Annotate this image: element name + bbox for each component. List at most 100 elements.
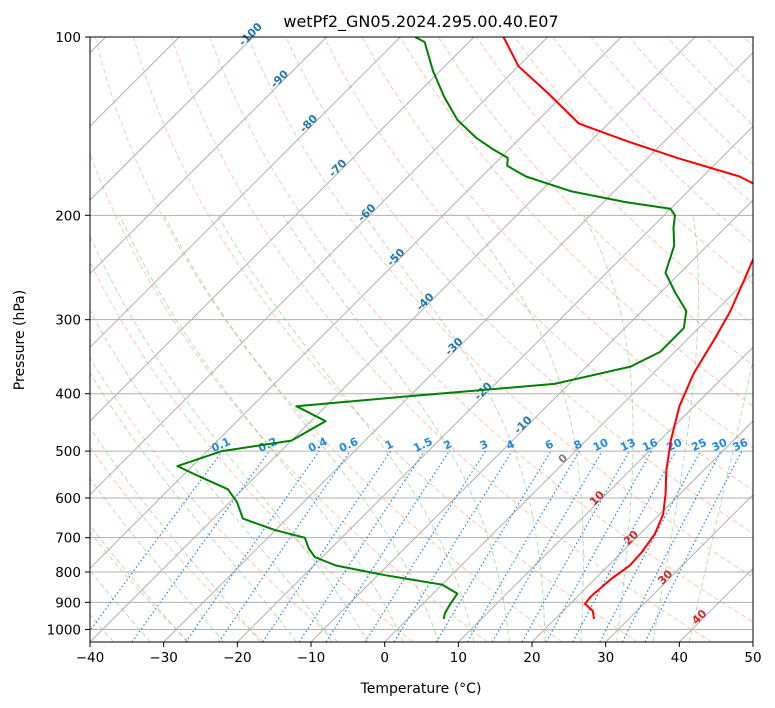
isotherm-label: 20 <box>621 528 641 548</box>
y-tick-label: 500 <box>55 444 81 460</box>
dry-adiabat <box>704 37 753 87</box>
y-tick-label: 200 <box>55 208 81 224</box>
dry-adiabat <box>90 446 264 642</box>
mixing-ratio-label: 25 <box>689 436 708 454</box>
mixing-ratio-line <box>90 450 223 632</box>
dry-adiabat <box>209 37 753 623</box>
isotherm <box>90 37 696 642</box>
isotherm <box>310 199 753 642</box>
dry-adiabat <box>552 37 753 245</box>
dry-adiabat <box>90 260 414 642</box>
dry-adiabat <box>90 152 488 642</box>
mixing-ratio-label: 30 <box>710 436 730 454</box>
mixing-ratio-line <box>435 450 552 642</box>
mixing-ratio-line <box>131 450 270 642</box>
y-tick-label: 400 <box>55 387 81 403</box>
isotherm <box>90 37 622 570</box>
plot-frame <box>89 36 754 643</box>
y-tick-label: 900 <box>55 595 81 611</box>
moist-adiabat <box>90 477 225 642</box>
x-tick-label: 0 <box>380 650 389 666</box>
x-tick-label: 50 <box>744 650 761 666</box>
y-tick-label: 1000 <box>47 622 81 638</box>
mixing-ratio-line <box>218 450 351 642</box>
chart-title: wetPf2_GN05.2024.295.00.40.E07 <box>283 12 558 32</box>
mixing-ratio-line <box>325 450 450 642</box>
isotherm <box>90 37 254 201</box>
mixing-ratio-label: 1.5 <box>411 435 434 455</box>
y-tick-label: 700 <box>55 531 81 547</box>
dry-adiabat <box>94 37 563 642</box>
x-tick-label: −40 <box>76 650 105 666</box>
moist-adiabat <box>688 358 753 642</box>
moist-adiabat <box>119 215 404 642</box>
moist-adiabat <box>282 215 510 642</box>
dry-adiabat <box>399 37 753 407</box>
isotherm <box>90 37 401 349</box>
dry-adiabat <box>132 37 638 642</box>
mixing-ratio-label: 0.6 <box>337 435 360 455</box>
dry-adiabat <box>323 37 753 491</box>
mixing-ratio-line <box>572 450 677 642</box>
dry-adiabat <box>476 37 753 325</box>
isotherm <box>457 346 753 642</box>
dry-adiabat <box>437 37 753 366</box>
x-axis-label: Temperature (°C) <box>360 681 482 697</box>
isotherm-label: 40 <box>689 607 709 627</box>
moist-adiabat <box>583 215 634 642</box>
isotherm <box>236 125 753 642</box>
y-tick-label: 100 <box>55 30 81 46</box>
isotherm <box>531 420 753 642</box>
dry-adiabat <box>90 356 339 642</box>
moist-adiabat <box>652 215 699 642</box>
mixing-ratio-label: 2 <box>442 437 454 452</box>
dewpoint-line <box>176 37 688 620</box>
isotherm-label: -10 <box>511 413 534 436</box>
isotherm <box>752 641 753 642</box>
isotherm-label: -70 <box>326 156 349 179</box>
moist-adiabat <box>217 215 475 642</box>
mixing-ratio-label: 0.4 <box>306 435 329 455</box>
isotherm <box>90 37 549 496</box>
dry-adiabat <box>171 37 712 642</box>
x-tick-label: 30 <box>597 650 614 666</box>
x-tick-label: −30 <box>149 650 178 666</box>
isotherm-label: 10 <box>587 488 607 508</box>
dry-adiabat <box>514 37 753 285</box>
mixing-ratio-label: 36 <box>731 436 751 454</box>
y-tick-label: 600 <box>55 491 81 507</box>
mixing-ratio-line <box>599 450 702 642</box>
y-axis-label: Pressure (hPa) <box>12 290 28 390</box>
isotherm <box>90 37 475 422</box>
dry-adiabat <box>743 37 753 48</box>
mixing-ratio-label: 1 <box>383 437 395 452</box>
dry-adiabat <box>590 37 753 205</box>
isotherm <box>163 51 753 642</box>
x-tick-label: −10 <box>297 650 326 666</box>
moist-adiabat <box>163 215 439 642</box>
mixing-ratio-label: 6 <box>543 437 556 452</box>
mixing-ratio-label: 13 <box>618 436 637 454</box>
isotherm-label: -100 <box>236 20 265 49</box>
moist-adiabat <box>90 426 261 642</box>
dry-adiabat <box>361 37 753 449</box>
isotherm-label: -50 <box>384 246 407 269</box>
isotherm-label: -30 <box>442 335 465 358</box>
y-tick-label: 300 <box>55 313 81 329</box>
profiles <box>176 37 753 620</box>
isotherm-label: -40 <box>413 290 436 313</box>
mixing-ratio-line <box>298 450 425 642</box>
mixing-ratio-line <box>545 450 653 642</box>
background-lines <box>90 37 753 642</box>
mixing-ratio-line <box>393 450 513 642</box>
x-tick-label: 40 <box>671 650 688 666</box>
isotherm <box>678 567 753 642</box>
dry-adiabat <box>666 37 753 126</box>
x-tick-label: −20 <box>223 650 252 666</box>
mixing-ratio-line <box>521 450 631 642</box>
moist-adiabat <box>90 371 297 642</box>
isotherm-label: -90 <box>268 67 291 90</box>
mixing-ratio-line <box>644 450 743 642</box>
